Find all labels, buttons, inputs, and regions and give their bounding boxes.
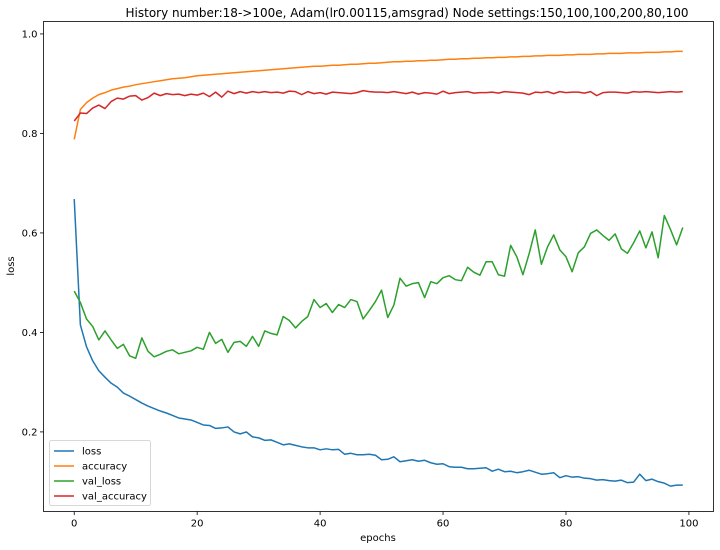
legend-label: val_accuracy xyxy=(82,492,147,503)
x-tick-label: 0 xyxy=(71,519,77,530)
x-tick-label: 40 xyxy=(314,519,327,530)
chart-title: History number:18->100e, Adam(lr0.00115,… xyxy=(126,6,689,20)
legend: loss accuracy val_loss val_accuracy xyxy=(49,440,151,506)
x-tick-label: 60 xyxy=(437,519,450,530)
series-line-val-loss xyxy=(73,214,684,360)
x-axis-ticks: 0 20 40 60 80 100 xyxy=(71,511,698,530)
y-tick-label: 0.6 xyxy=(22,228,38,239)
y-tick-label: 1.0 xyxy=(22,29,38,40)
y-axis-label: loss xyxy=(6,256,17,275)
plot-frame xyxy=(43,21,714,512)
series-line-loss xyxy=(73,199,683,487)
series-line-val-accuracy xyxy=(73,89,683,122)
legend-label: accuracy xyxy=(82,462,127,473)
y-tick-label: 0.2 xyxy=(22,427,38,438)
x-axis-label: epochs xyxy=(360,533,396,544)
series-line-accuracy xyxy=(73,50,683,140)
y-tick-label: 0.8 xyxy=(22,129,38,140)
plot-series-group xyxy=(73,50,684,487)
legend-box xyxy=(49,440,151,506)
x-tick-label: 20 xyxy=(191,519,204,530)
y-axis-ticks: 0.2 0.4 0.6 0.8 1.0 xyxy=(22,29,44,438)
y-tick-label: 0.4 xyxy=(22,328,38,339)
x-tick-label: 80 xyxy=(560,519,573,530)
legend-label: loss xyxy=(82,447,101,458)
legend-label: val_loss xyxy=(82,477,121,488)
x-tick-label: 100 xyxy=(679,519,698,530)
